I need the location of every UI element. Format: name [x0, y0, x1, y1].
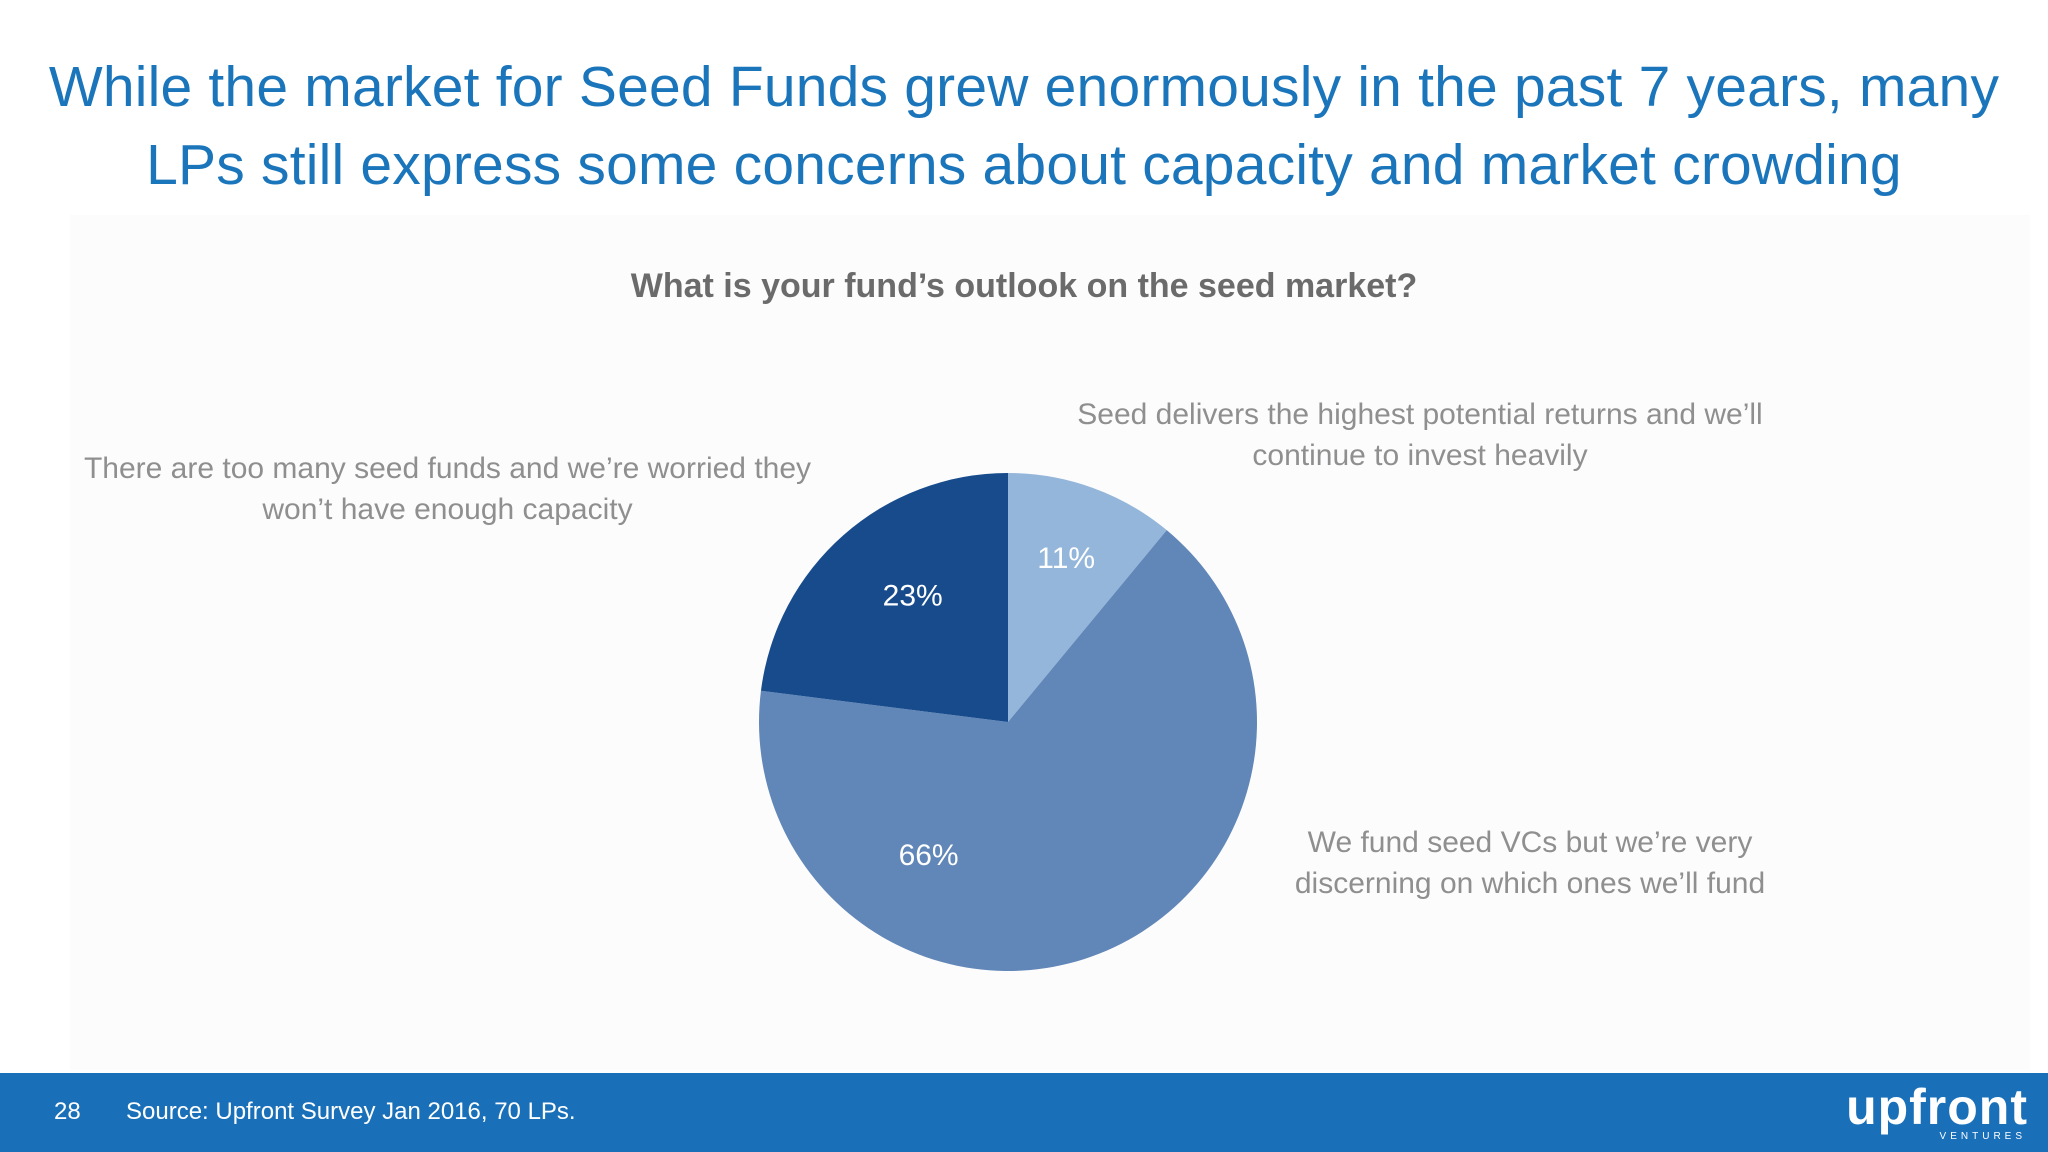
- slice-label-too-many-funds: There are too many seed funds and we’re …: [60, 448, 835, 530]
- slice-value-label: 23%: [883, 579, 943, 612]
- slice-value-label: 66%: [899, 839, 959, 872]
- footer-bar: 28 Source: Upfront Survey Jan 2016, 70 L…: [0, 1073, 2048, 1152]
- slide-title-line-2: LPs still express some concerns about ca…: [146, 133, 1902, 197]
- slice-label-line: discerning on which ones we’ll fund: [1294, 867, 1766, 900]
- pie-slice: [1008, 473, 1167, 722]
- page-number: 28: [54, 1098, 81, 1125]
- logo-wordmark: upfront: [1846, 1079, 2028, 1135]
- slide: While the market for Seed Funds grew eno…: [40, 48, 2008, 971]
- slice-label-line: There are too many seed funds and we’re …: [83, 452, 812, 485]
- slice-label-seed-highest-returns: Seed delivers the highest potential retu…: [1060, 394, 1780, 476]
- pie-slice: [760, 473, 1008, 722]
- slice-label-discerning: We fund seed VCs but we’re very discerni…: [1250, 822, 1810, 904]
- pie-chart: 11% 66% 23%: [758, 473, 1257, 971]
- pie-slice: [758, 530, 1257, 971]
- upfront-logo: upfront VENTURES: [1818, 1081, 2028, 1147]
- slice-label-line: continue to invest heavily: [1252, 439, 1588, 472]
- logo-subtext: VENTURES: [1939, 1131, 2026, 1142]
- slide-title-line-1: While the market for Seed Funds grew eno…: [48, 55, 2000, 119]
- slice-label-line: We fund seed VCs but we’re very: [1307, 826, 1753, 859]
- slide-title: While the market for Seed Funds grew eno…: [40, 48, 2008, 204]
- slice-label-line: Seed delivers the highest potential retu…: [1077, 398, 1763, 431]
- slice-label-line: won’t have enough capacity: [262, 493, 633, 526]
- source-note: Source: Upfront Survey Jan 2016, 70 LPs.: [126, 1098, 576, 1125]
- slice-value-label: 11%: [1037, 542, 1095, 575]
- chart-title: What is your fund’s outlook on the seed …: [630, 267, 1418, 305]
